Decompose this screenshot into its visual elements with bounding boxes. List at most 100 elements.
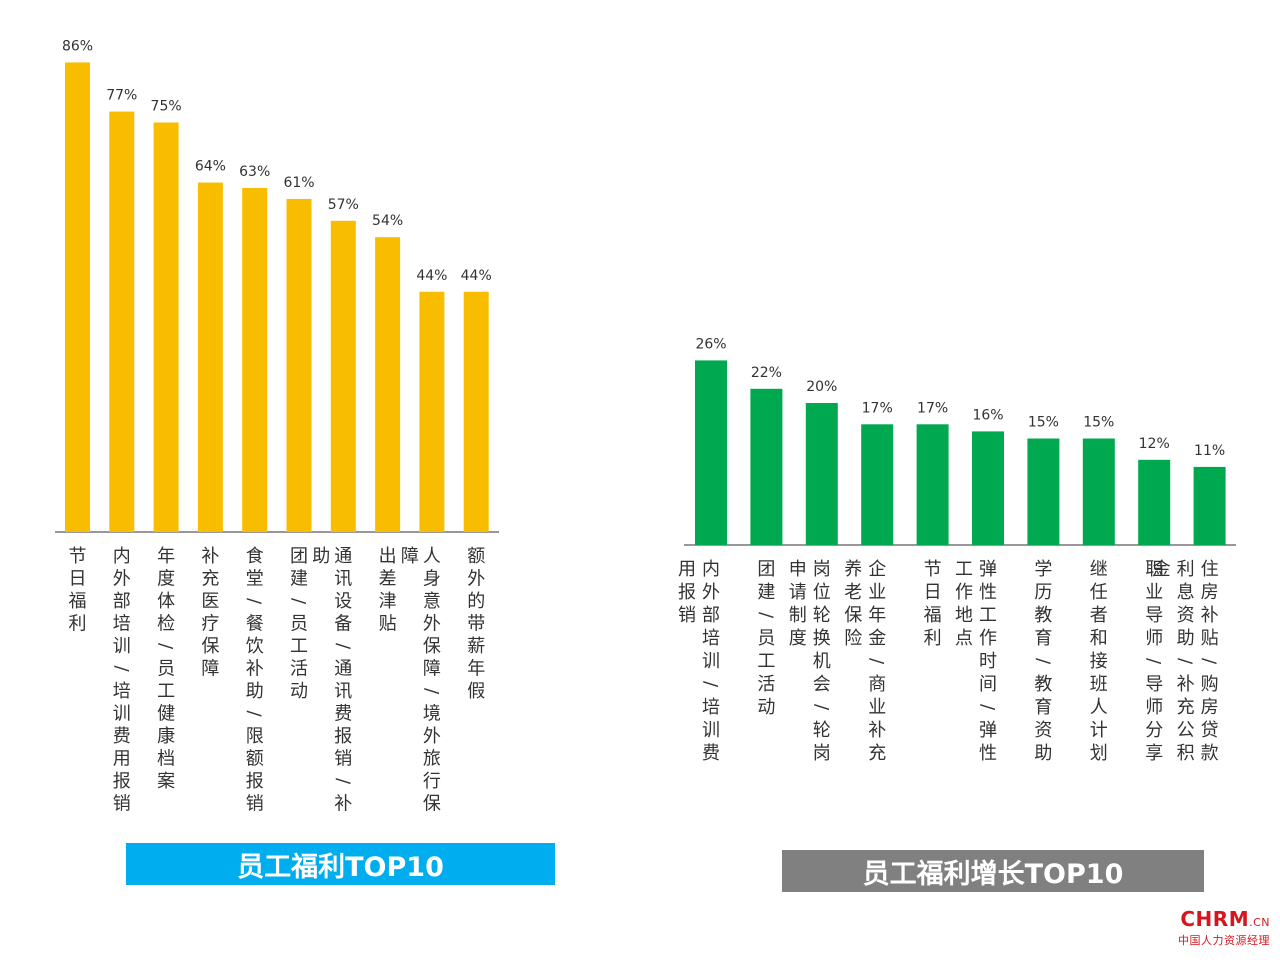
svg-text:外: 外 xyxy=(423,726,441,747)
svg-text:/: / xyxy=(244,598,265,605)
svg-text:保: 保 xyxy=(844,605,862,626)
svg-text:工: 工 xyxy=(290,636,308,657)
svg-text:差: 差 xyxy=(379,569,397,590)
svg-text:/: / xyxy=(111,665,132,672)
svg-text:讯: 讯 xyxy=(334,569,352,590)
svg-text:/: / xyxy=(288,598,309,605)
bar-3 xyxy=(153,122,179,532)
bar-value-label-6: 61% xyxy=(283,175,314,191)
svg-text:通: 通 xyxy=(334,546,352,567)
svg-text:/: / xyxy=(1199,658,1220,665)
bar-5 xyxy=(916,424,949,545)
svg-text:育: 育 xyxy=(1034,628,1052,649)
svg-text:旅: 旅 xyxy=(423,749,441,770)
svg-text:报: 报 xyxy=(113,771,131,792)
svg-text:/: / xyxy=(1032,658,1053,665)
svg-text:津: 津 xyxy=(379,591,397,612)
svg-text:的: 的 xyxy=(467,591,485,612)
svg-text:时: 时 xyxy=(979,651,997,672)
svg-text:人: 人 xyxy=(1090,697,1108,718)
bar-value-label-9: 44% xyxy=(416,268,447,284)
svg-text:/: / xyxy=(755,612,776,619)
svg-text:业: 业 xyxy=(868,697,886,718)
svg-text:教: 教 xyxy=(1034,674,1052,695)
svg-text:换: 换 xyxy=(813,628,831,649)
svg-text:位: 位 xyxy=(813,582,831,603)
svg-text:补: 补 xyxy=(1177,674,1195,695)
svg-text:疗: 疗 xyxy=(201,614,219,635)
svg-text:保: 保 xyxy=(201,636,219,657)
svg-text:任: 任 xyxy=(1090,582,1108,603)
svg-text:作: 作 xyxy=(955,582,973,603)
svg-text:助: 助 xyxy=(1034,743,1052,764)
svg-text:训: 训 xyxy=(113,704,131,725)
svg-text:充: 充 xyxy=(868,743,886,764)
svg-text:假: 假 xyxy=(467,681,485,702)
bar-10 xyxy=(463,291,489,532)
svg-text:导: 导 xyxy=(1145,605,1163,626)
svg-text:障: 障 xyxy=(201,659,219,680)
svg-text:资: 资 xyxy=(1177,605,1195,626)
svg-text:资: 资 xyxy=(1034,720,1052,741)
svg-text:行: 行 xyxy=(423,771,441,792)
logo-domain: .CN xyxy=(1249,916,1270,929)
svg-text:性: 性 xyxy=(979,743,997,764)
bar-value-label-3: 20% xyxy=(806,379,837,395)
svg-text:设: 设 xyxy=(334,591,352,612)
svg-text:人: 人 xyxy=(423,546,441,567)
svg-text:员: 员 xyxy=(290,614,308,635)
svg-text:购: 购 xyxy=(1201,674,1219,695)
bar-8 xyxy=(1082,438,1115,545)
svg-text:检: 检 xyxy=(157,614,175,635)
svg-text:积: 积 xyxy=(1177,743,1195,764)
svg-text:障: 障 xyxy=(401,546,419,567)
svg-text:带: 带 xyxy=(467,614,485,635)
svg-text:外: 外 xyxy=(423,614,441,635)
svg-text:训: 训 xyxy=(113,636,131,657)
svg-text:利: 利 xyxy=(1177,559,1195,580)
svg-text:境: 境 xyxy=(423,704,441,725)
svg-text:通: 通 xyxy=(334,659,352,680)
svg-text:养: 养 xyxy=(844,559,862,580)
svg-text:销: 销 xyxy=(246,794,264,815)
svg-text:接: 接 xyxy=(1090,651,1108,672)
svg-text:享: 享 xyxy=(1145,743,1163,764)
svg-text:日: 日 xyxy=(924,582,942,603)
svg-text:年: 年 xyxy=(157,546,175,567)
svg-text:薪: 薪 xyxy=(467,636,485,657)
svg-text:企: 企 xyxy=(868,559,886,580)
svg-text:/: / xyxy=(1143,658,1164,665)
svg-text:团: 团 xyxy=(290,546,308,567)
bar-value-label-5: 63% xyxy=(239,164,270,180)
bar-10 xyxy=(1193,466,1226,545)
svg-text:贴: 贴 xyxy=(1201,628,1219,649)
svg-text:额: 额 xyxy=(246,749,264,770)
bar-4 xyxy=(197,182,223,532)
svg-text:助: 助 xyxy=(1177,628,1195,649)
svg-text:补: 补 xyxy=(246,659,264,680)
svg-text:限: 限 xyxy=(246,726,264,747)
svg-text:保: 保 xyxy=(423,794,441,815)
svg-text:培: 培 xyxy=(113,681,131,702)
svg-text:年: 年 xyxy=(868,605,886,626)
svg-text:训: 训 xyxy=(702,651,720,672)
svg-text:内: 内 xyxy=(702,559,720,580)
svg-text:堂: 堂 xyxy=(246,569,264,590)
svg-text:外: 外 xyxy=(702,582,720,603)
svg-text:作: 作 xyxy=(979,628,997,649)
svg-text:档: 档 xyxy=(157,749,175,770)
bar-value-label-1: 86% xyxy=(62,38,93,54)
bar-value-label-3: 75% xyxy=(151,99,182,115)
svg-text:老: 老 xyxy=(844,582,862,603)
svg-text:轮: 轮 xyxy=(813,605,831,626)
chrm-logo: CHRM.CN 中国人力资源经理 xyxy=(1170,908,1270,948)
svg-text:培: 培 xyxy=(702,628,720,649)
